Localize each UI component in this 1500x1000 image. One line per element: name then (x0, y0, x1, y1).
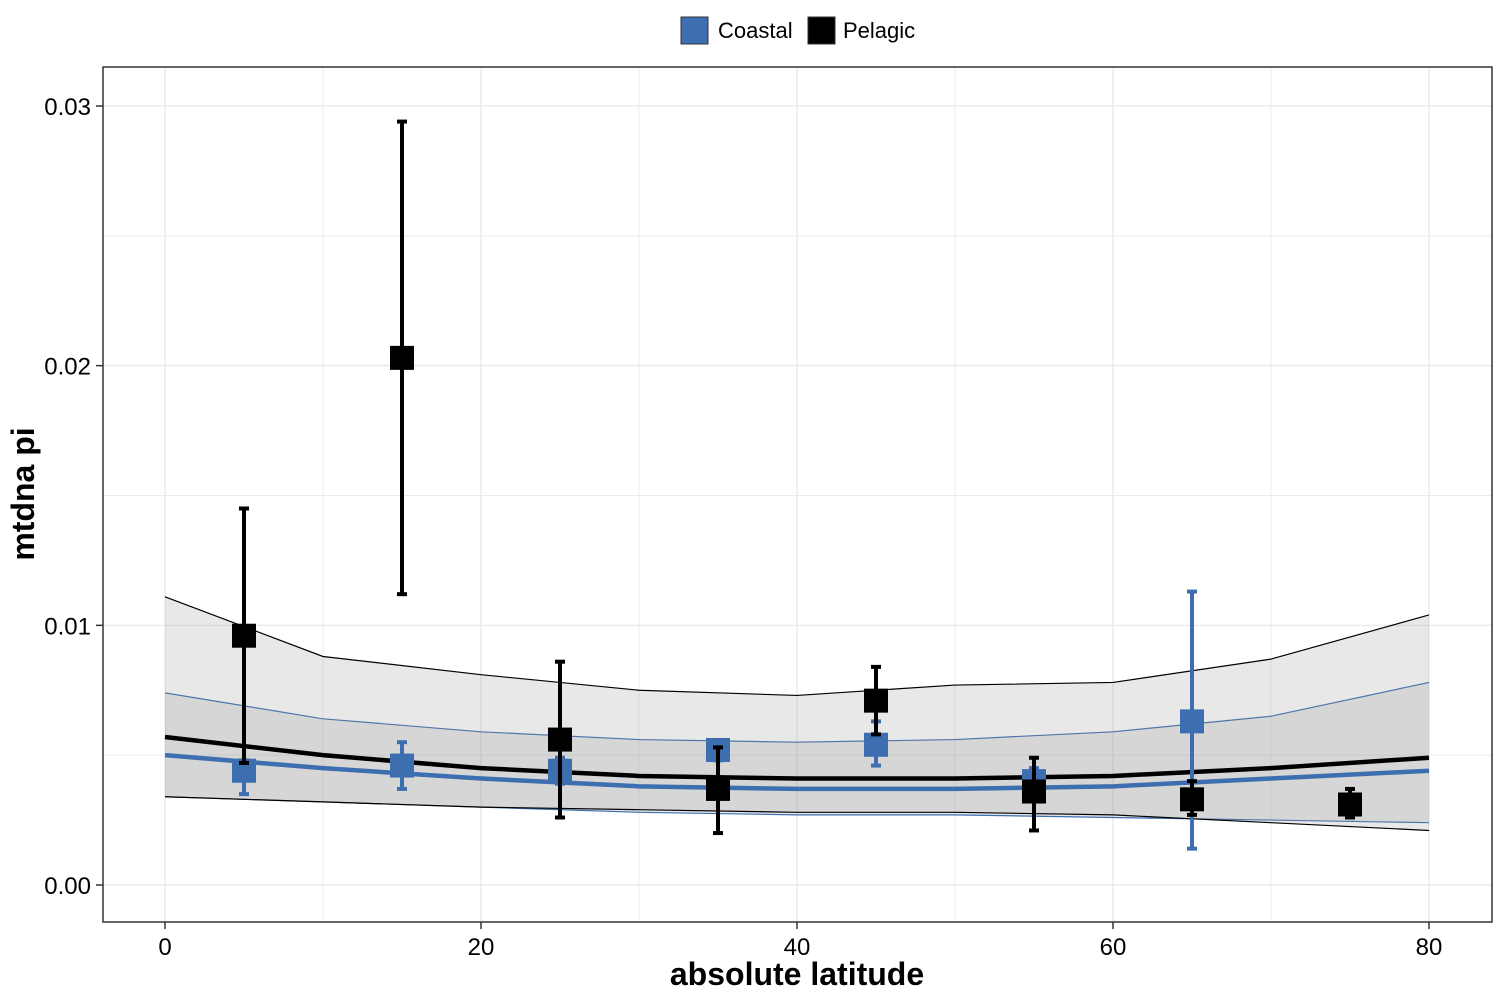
x-tick-label: 0 (158, 934, 171, 961)
point-pelagic (1180, 787, 1204, 812)
legend: Coastal Pelagic (680, 16, 915, 45)
confidence-upper-coastal (164, 681, 1430, 743)
x-axis-title: absolute latitude (670, 956, 924, 992)
y-axis-title: mtdna pi (5, 427, 41, 560)
point-coastal (1180, 709, 1204, 734)
x-tick-label: 60 (1100, 934, 1127, 961)
y-tick-label: 0.01 (44, 613, 91, 640)
confidence-band-pelagic (165, 596, 1429, 831)
fit-line-pelagic (164, 734, 1430, 781)
point-coastal (390, 753, 414, 778)
x-tick-label: 20 (468, 934, 495, 961)
x-tick-label: 40 (784, 934, 811, 961)
fit-lines (164, 734, 1430, 792)
x-tick-label: 80 (1416, 934, 1443, 961)
fit-line-coastal (164, 752, 1430, 792)
point-coastal (864, 732, 888, 757)
y-tick-label: 0.00 (44, 873, 91, 900)
y-tick-label: 0.02 (44, 354, 91, 381)
point-pelagic (548, 727, 572, 752)
grid (103, 67, 1492, 922)
axes: 0 20 40 60 80 0.00 0.01 0.02 0.03 (44, 94, 1442, 961)
point-pelagic (1022, 779, 1046, 804)
legend-label-pelagic: Pelagic (843, 18, 915, 43)
point-pelagic (232, 623, 256, 648)
legend-key-pelagic (807, 16, 836, 45)
point-pelagic (706, 776, 730, 801)
confidence-upper-pelagic (164, 596, 1430, 697)
legend-label-coastal: Coastal (718, 18, 793, 43)
y-tick-label: 0.03 (44, 94, 91, 121)
point-pelagic (390, 345, 414, 370)
legend-key-coastal (680, 16, 709, 45)
data-points (232, 119, 1362, 851)
confidence-lower-pelagic (164, 796, 1430, 832)
point-pelagic (864, 688, 888, 713)
point-pelagic (1338, 792, 1362, 817)
